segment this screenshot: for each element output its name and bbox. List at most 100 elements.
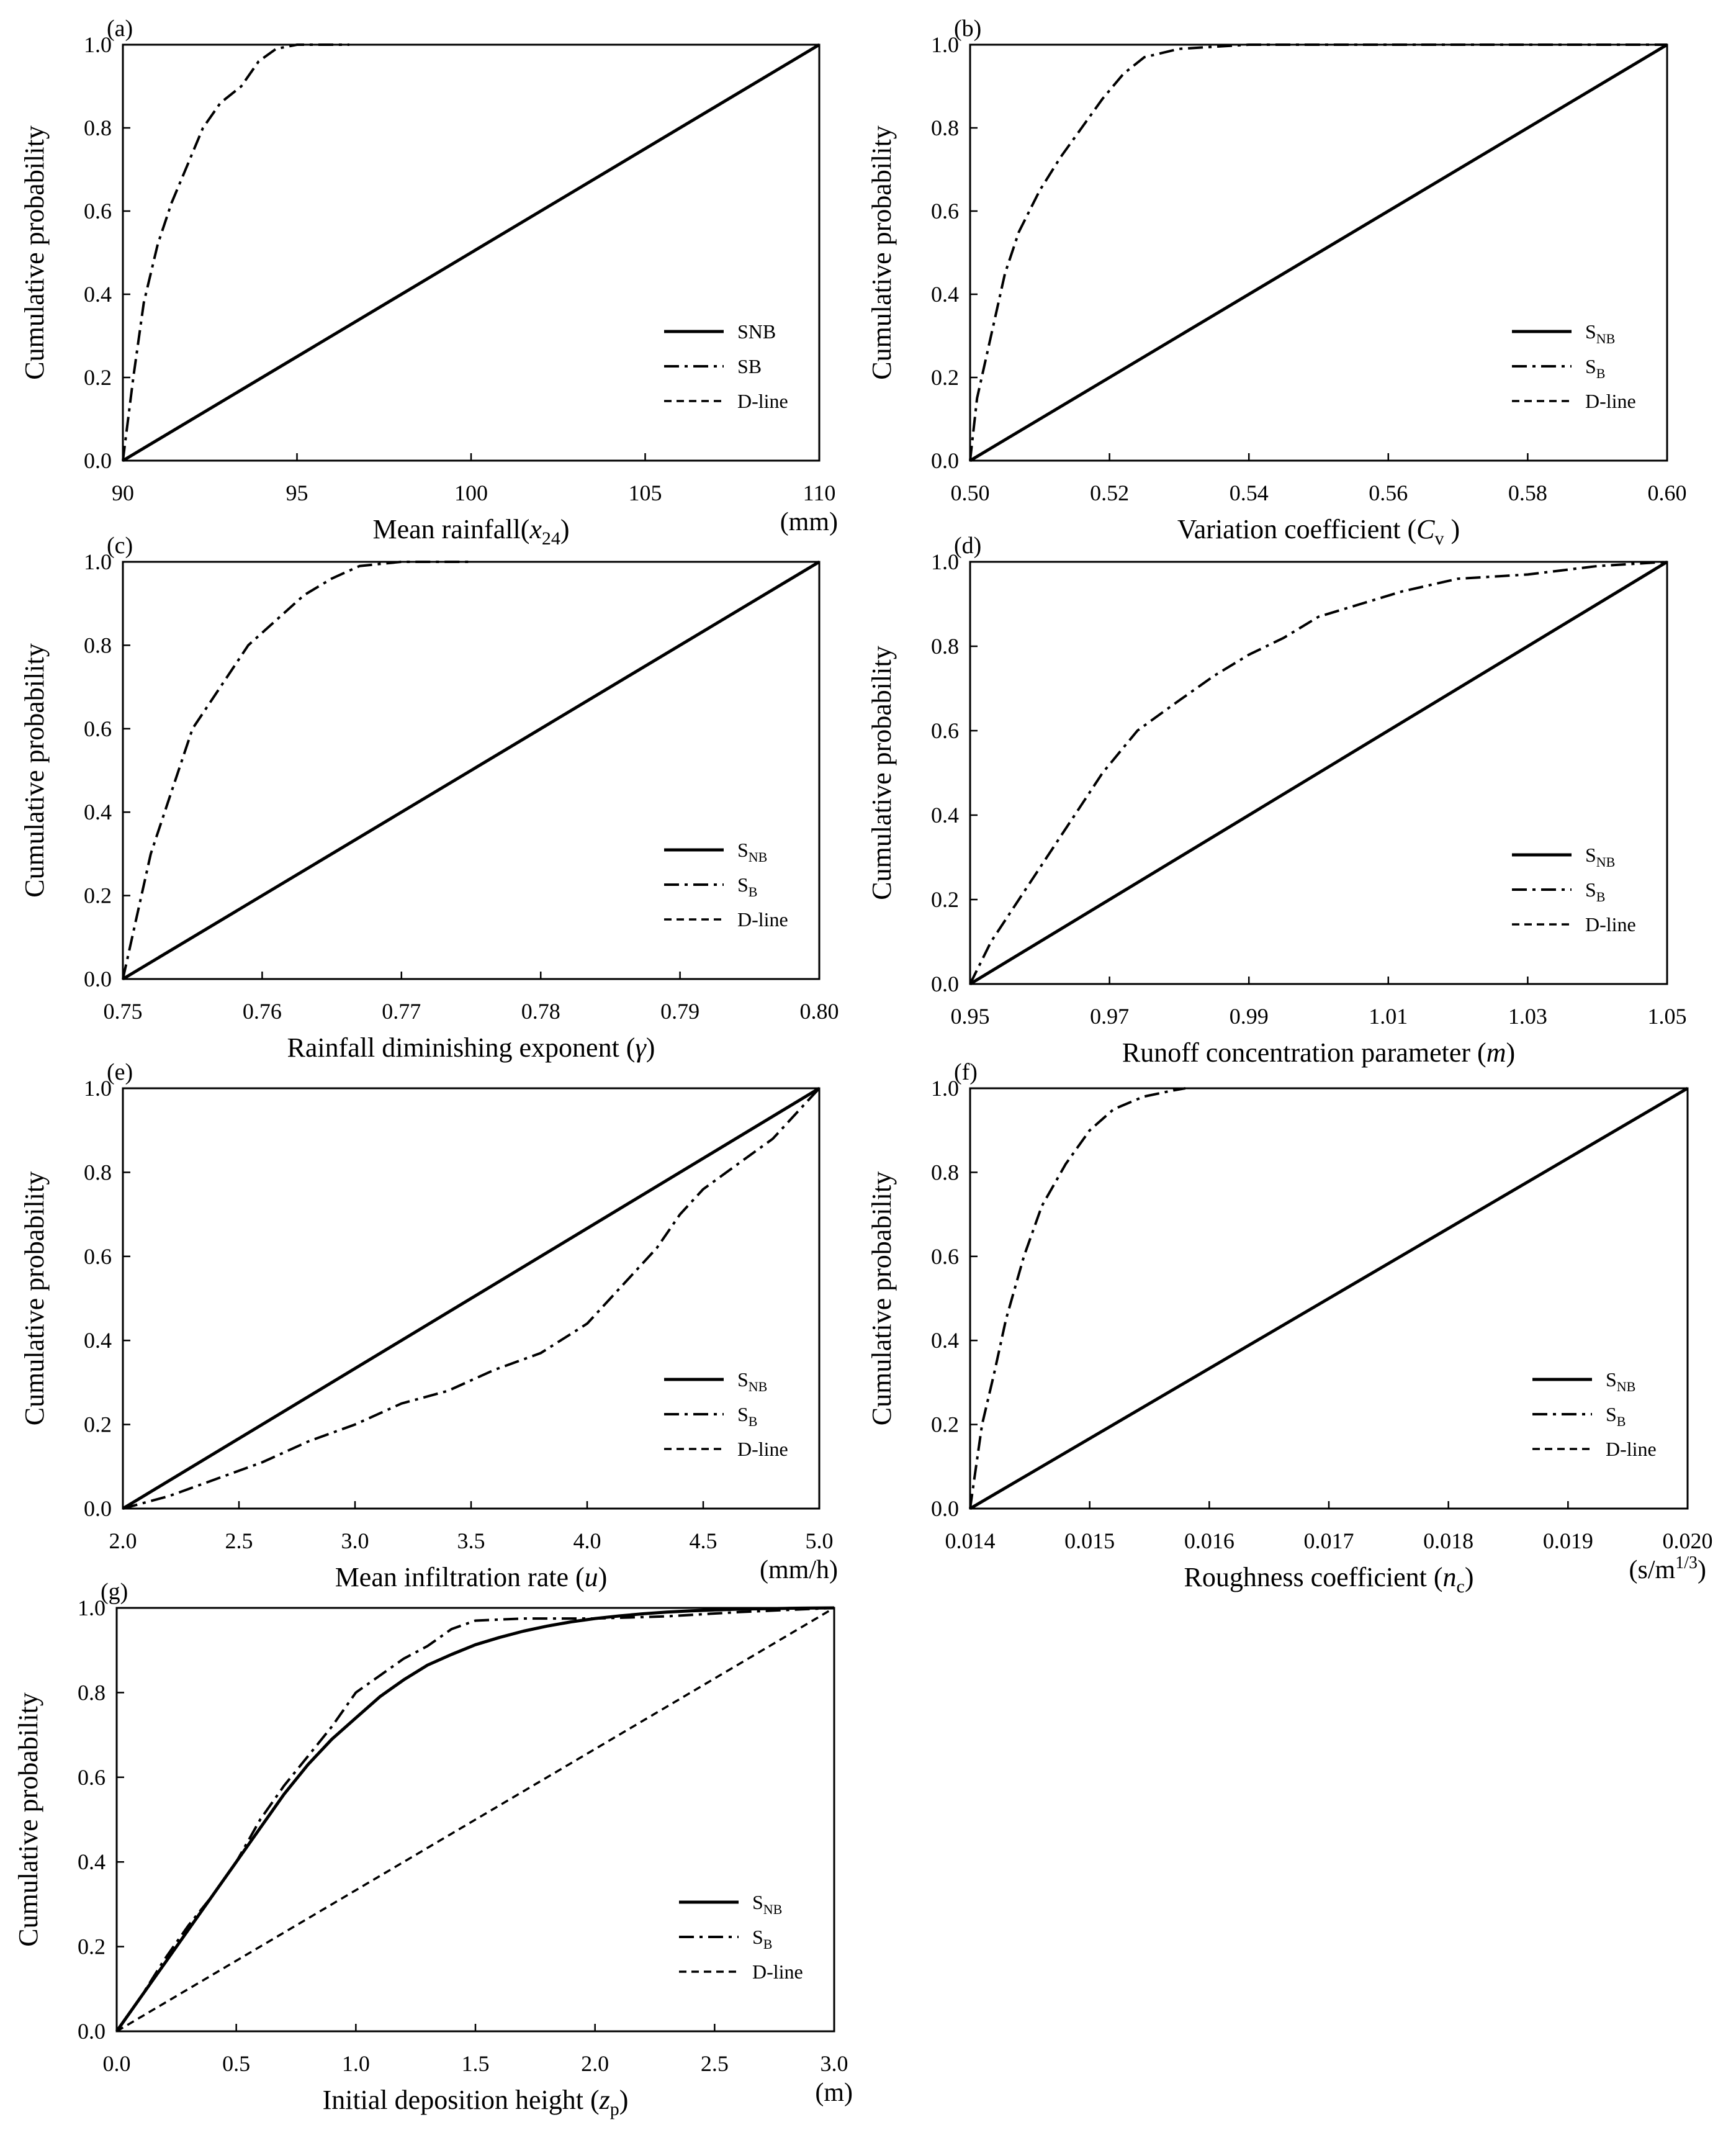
y-tick-label: 0.0 (931, 448, 959, 473)
x-tick-label: 2.5 (701, 2051, 729, 2076)
x-axis-label-symbol: u (585, 1562, 598, 1592)
x-axis-unit-text: (s/m (1629, 1556, 1676, 1584)
legend-label-base: S (1585, 878, 1596, 901)
x-axis-label-symbol: n (1443, 1562, 1457, 1592)
legend-label-base: S (1606, 1368, 1617, 1391)
x-tick-label: 0.78 (521, 999, 560, 1024)
y-tick-label: 1.0 (931, 32, 959, 57)
panel-label: (e) (107, 1059, 133, 1085)
y-tick-label: 0.8 (84, 115, 112, 140)
x-tick-label: 1.01 (1369, 1004, 1408, 1029)
y-tick-label: 0.4 (84, 282, 112, 307)
series-line-sb (969, 43, 1667, 461)
chart-panel-g: 0.0 0.2 0.4 0.6 0.8 1.0 0.0 0.5 1.0 1.5 2.0 2.5 3.0 C… (13, 1579, 853, 2119)
x-axis-label-text: Variation coefficient ( (1177, 514, 1416, 544)
y-tick-label: 0.6 (931, 1244, 959, 1269)
y-tick-label: 0.2 (84, 365, 112, 390)
panel-label: (g) (101, 1579, 128, 1605)
legend-label-subscript: B (749, 884, 758, 900)
x-tick-label: 0.97 (1090, 1004, 1129, 1029)
x-tick-label: 0.56 (1369, 481, 1408, 505)
x-axis-unit: (mm) (780, 508, 838, 536)
x-tick-label: 0.80 (800, 999, 839, 1024)
x-tick-label: 5.0 (806, 1528, 834, 1553)
y-tick-label: 0.0 (84, 967, 112, 991)
chart-panel-e: 0.0 0.2 0.4 0.6 0.8 1.0 2.0 2.5 3.0 3.5 4.0 4.5 5.0 C… (19, 1059, 838, 1592)
legend-label-base: S (1585, 844, 1596, 866)
x-tick-label: 3.0 (821, 2051, 848, 2076)
x-axis-label-close: ) (619, 2085, 629, 2115)
x-tick-label: 4.0 (573, 1528, 601, 1553)
y-tick-label: 0.4 (931, 1328, 959, 1353)
y-tick-label: 0.6 (78, 1765, 106, 1790)
x-axis-label-close: ) (646, 1032, 655, 1063)
chart-panel-f: 0.0 0.2 0.4 0.6 0.8 1.0 0.014 0.015 0.016 0.017 0.… (866, 1059, 1713, 1597)
x-axis-unit: (s/m1/3) (1629, 1553, 1706, 1584)
y-axis-label: Cumulative probability (866, 646, 897, 900)
y-tick-label: 1.0 (84, 1076, 112, 1101)
x-tick-label: 0.76 (243, 999, 282, 1024)
x-axis-label-symbol: z (599, 2085, 610, 2115)
x-tick-label: 100 (454, 481, 488, 505)
legend-label-subscript: NB (749, 849, 768, 865)
x-axis-label-text: Runoff concentration parameter ( (1122, 1037, 1486, 1068)
legend-label-base: S (1585, 320, 1596, 343)
y-tick-label: 0.8 (78, 1680, 106, 1705)
x-tick-label: 0.5 (222, 2051, 250, 2076)
series-line-snb (969, 43, 1668, 463)
legend-label-base: S (1606, 1403, 1617, 1425)
legend-label: D-line (737, 1438, 788, 1460)
y-tick-label: 0.4 (931, 803, 959, 828)
legend-label-base: S (752, 1891, 763, 1913)
x-tick-label: 3.5 (457, 1528, 485, 1553)
y-axis-label: Cumulative probability (19, 1171, 50, 1425)
x-axis-label-text: Rainfall diminishing exponent ( (287, 1032, 636, 1063)
x-axis-label: Mean infiltration rate (u) (335, 1562, 608, 1592)
x-axis-label-subscript: c (1457, 1576, 1465, 1597)
legend-label-subscript: B (1617, 1414, 1626, 1429)
y-tick-label: 0.6 (84, 1244, 112, 1269)
legend-label-subscript: B (1596, 366, 1606, 381)
series-line-snb (122, 1086, 821, 1510)
x-tick-label: 1.05 (1648, 1004, 1687, 1029)
x-tick-label: 110 (803, 481, 836, 505)
x-axis-label-close: ) (1465, 1562, 1474, 1592)
x-tick-label: 3.0 (341, 1528, 369, 1553)
x-axis-label-text: Initial deposition height ( (323, 2085, 600, 2115)
x-tick-label: 0.016 (1184, 1528, 1235, 1553)
y-tick-label: 0.6 (84, 716, 112, 741)
legend-label: SNB (737, 839, 767, 865)
y-tick-label: 0.4 (78, 1849, 106, 1874)
plot-frame (969, 561, 1668, 985)
x-tick-label: 105 (629, 481, 662, 505)
x-axis-label: Initial deposition height (zp) (323, 2085, 629, 2119)
x-axis-label-symbol: m (1486, 1037, 1506, 1068)
x-axis-label-subscript: 24 (542, 528, 560, 549)
x-axis-label-symbol: x (529, 514, 542, 544)
x-axis-label-symbol: C (1416, 514, 1435, 544)
chart-panel-b: 0.0 0.2 0.4 0.6 0.8 1.0 0.50 0.52 0.54 0.56 0.58 0.… (866, 16, 1687, 549)
legend-label-subscript: NB (1617, 1379, 1636, 1394)
y-axis-label: Cumulative probability (19, 125, 50, 379)
legend-label-base: S (737, 839, 749, 861)
y-tick-label: 0.8 (931, 1160, 959, 1185)
x-axis-label-subscript: v (1434, 528, 1444, 549)
legend-label: D-line (1606, 1438, 1657, 1460)
y-tick-label: 0.6 (931, 199, 959, 223)
x-tick-label: 0.52 (1090, 481, 1129, 505)
x-tick-label: 0.75 (104, 999, 143, 1024)
series-line-snb (969, 560, 1668, 986)
x-axis-label: Mean rainfall(x24) (372, 514, 569, 549)
y-tick-label: 0.6 (84, 199, 112, 223)
x-axis-label: Runoff concentration parameter (m) (1122, 1037, 1515, 1068)
chart-panel-d: 0.0 0.2 0.4 0.6 0.8 1.0 0.95 0.97 0.99 1.01 1.03 1.… (866, 533, 1687, 1068)
x-tick-label: 0.017 (1304, 1528, 1354, 1553)
legend-label: SNB (1585, 844, 1615, 870)
x-tick-label: 0.77 (382, 999, 421, 1024)
x-axis-label: Rainfall diminishing exponent (γ) (287, 1032, 655, 1063)
y-tick-label: 0.8 (931, 115, 959, 140)
y-tick-label: 0.4 (84, 1328, 112, 1353)
legend-label-subscript: NB (749, 1379, 768, 1394)
y-tick-label: 0.8 (84, 633, 112, 657)
x-axis-unit: (m) (815, 2078, 853, 2107)
